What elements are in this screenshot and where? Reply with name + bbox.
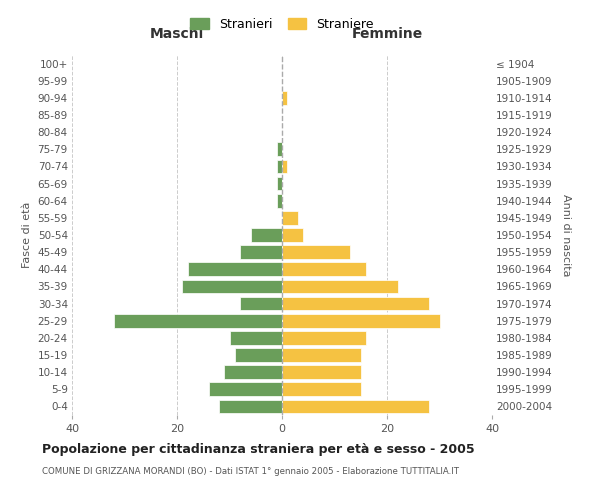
Text: Popolazione per cittadinanza straniera per età e sesso - 2005: Popolazione per cittadinanza straniera p… xyxy=(42,442,475,456)
Bar xyxy=(282,280,398,293)
Bar xyxy=(282,296,429,310)
Bar xyxy=(251,228,282,242)
Bar xyxy=(277,142,282,156)
Bar xyxy=(282,382,361,396)
Bar xyxy=(240,246,282,259)
Bar xyxy=(277,176,282,190)
Text: Maschi: Maschi xyxy=(150,28,204,42)
Bar xyxy=(277,194,282,207)
Bar xyxy=(282,331,366,344)
Text: Femmine: Femmine xyxy=(352,28,422,42)
Bar xyxy=(182,280,282,293)
Bar xyxy=(282,160,287,173)
Bar xyxy=(219,400,282,413)
Bar xyxy=(235,348,282,362)
Legend: Stranieri, Straniere: Stranieri, Straniere xyxy=(187,14,377,34)
Bar xyxy=(240,296,282,310)
Bar xyxy=(282,91,287,104)
Bar xyxy=(282,400,429,413)
Bar xyxy=(114,314,282,328)
Bar xyxy=(224,366,282,379)
Bar xyxy=(282,246,350,259)
Bar xyxy=(282,366,361,379)
Bar xyxy=(282,228,303,242)
Bar xyxy=(277,160,282,173)
Bar xyxy=(209,382,282,396)
Y-axis label: Fasce di età: Fasce di età xyxy=(22,202,32,268)
Text: COMUNE DI GRIZZANA MORANDI (BO) - Dati ISTAT 1° gennaio 2005 - Elaborazione TUTT: COMUNE DI GRIZZANA MORANDI (BO) - Dati I… xyxy=(42,468,459,476)
Bar xyxy=(187,262,282,276)
Bar xyxy=(282,348,361,362)
Bar xyxy=(282,262,366,276)
Bar xyxy=(282,211,298,224)
Y-axis label: Anni di nascita: Anni di nascita xyxy=(561,194,571,276)
Bar xyxy=(282,314,439,328)
Bar xyxy=(229,331,282,344)
